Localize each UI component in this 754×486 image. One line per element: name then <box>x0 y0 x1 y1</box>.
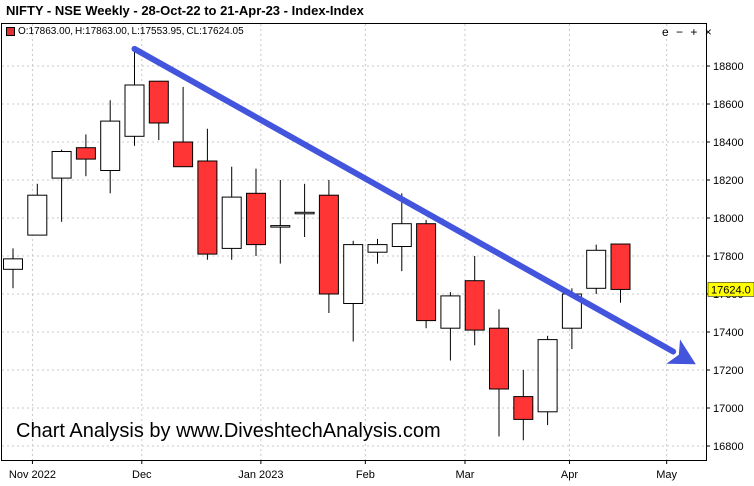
y-tick-label: 17800 <box>713 251 744 263</box>
y-tick-label: 17200 <box>713 365 744 377</box>
candle-body <box>586 249 607 289</box>
candle-body <box>270 225 291 228</box>
trend-arrow-line <box>131 45 677 355</box>
candle-body <box>51 151 72 179</box>
last-price-label: 17624.0 <box>711 284 751 296</box>
x-tick-label: Jan 2023 <box>238 469 283 481</box>
candle-body <box>124 84 145 137</box>
ohlc-open: O:17863.00, <box>18 26 74 37</box>
x-tick-label: Feb <box>356 469 375 481</box>
candle-body <box>100 120 121 171</box>
candle-body <box>3 258 23 270</box>
ohlc-high: H:17863.00, <box>75 26 130 37</box>
close-icon[interactable]: × <box>704 25 714 39</box>
candle-body <box>343 244 364 305</box>
y-tick-label: 18400 <box>713 137 744 149</box>
candle-body <box>148 80 169 124</box>
y-tick-label: 18200 <box>713 175 744 187</box>
trend-arrow-head <box>666 339 696 365</box>
ohlc-readout: O:17863.00, H:17863.00, L:17553.95, CL:1… <box>6 26 246 37</box>
y-tick-label: 18800 <box>713 61 744 73</box>
chart-title: NIFTY - NSE Weekly - 28-Oct-22 to 21-Apr… <box>6 3 364 18</box>
candle-body <box>294 211 315 215</box>
x-tick-label: Dec <box>132 469 152 481</box>
plot-frame <box>1 23 707 461</box>
candle-body <box>197 160 218 255</box>
ohlc-close: CL:17624.05 <box>186 26 244 37</box>
minus-icon[interactable]: − <box>676 25 686 39</box>
watermark-text: Chart Analysis by www.DiveshtechAnalysis… <box>16 420 441 442</box>
candle-body <box>221 196 242 249</box>
series-swatch <box>6 27 15 36</box>
candle-body <box>440 295 461 329</box>
x-tick-label: Mar <box>456 469 475 481</box>
candle-body <box>318 194 339 295</box>
last-price-marker <box>707 282 754 297</box>
x-tick-label: Apr <box>561 469 578 481</box>
candle-body <box>173 141 194 168</box>
chart-controls: e − + × <box>662 25 714 39</box>
candle-body <box>416 223 437 322</box>
candle-body <box>464 280 485 331</box>
ohlc-low: L:17553.95, <box>131 26 185 37</box>
y-tick-label: 16800 <box>713 441 744 453</box>
collapse-icon[interactable]: e <box>662 25 671 39</box>
candle-body <box>246 192 266 246</box>
x-tick-label: May <box>656 469 677 481</box>
candle-body <box>489 327 509 390</box>
candle-body <box>610 243 631 290</box>
candle-body <box>367 244 388 253</box>
candle-body <box>75 147 96 160</box>
candle-body <box>537 339 558 413</box>
y-tick-label: 18000 <box>713 213 744 225</box>
y-tick-label: 18600 <box>713 99 744 111</box>
y-tick-label: 17000 <box>713 403 744 415</box>
candle-body <box>513 396 534 420</box>
candle-body <box>27 194 48 236</box>
x-tick-label: Nov 2022 <box>9 469 56 481</box>
y-tick-label: 17400 <box>713 327 744 339</box>
chart-title-bar: NIFTY - NSE Weekly - 28-Oct-22 to 21-Apr… <box>0 0 754 22</box>
candle-body <box>391 223 412 247</box>
plus-icon[interactable]: + <box>690 25 700 39</box>
